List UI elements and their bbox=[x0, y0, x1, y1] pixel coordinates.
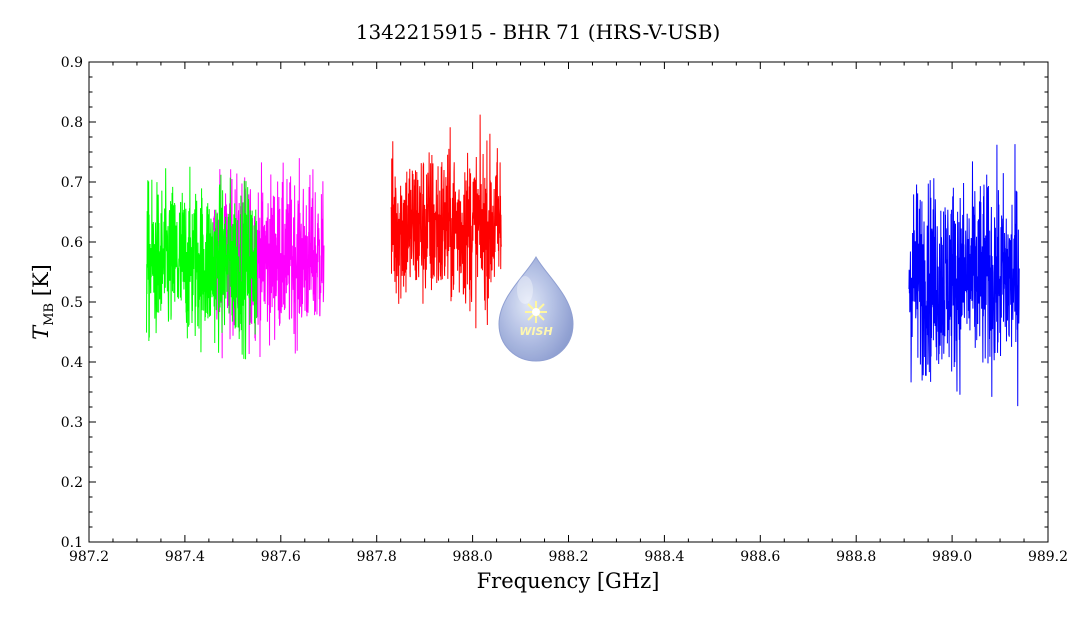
y-tick-label: 0.7 bbox=[61, 175, 83, 191]
x-tick-label: 988.2 bbox=[548, 549, 588, 565]
x-tick-label: 988.6 bbox=[740, 549, 780, 565]
axes: 987.2 987.4 987.6 987.8 988.0 988.2 988.4 988.6… bbox=[61, 55, 1068, 565]
spectrum-series-4 bbox=[908, 144, 1020, 407]
y-tick-label: 0.4 bbox=[61, 355, 83, 371]
x-tick-label: 987.4 bbox=[165, 549, 205, 565]
x-tick-label: 988.0 bbox=[453, 549, 493, 565]
chart-title: 1342215915 - BHR 71 (HRS-V-USB) bbox=[356, 20, 721, 44]
y-tick-label: 0.1 bbox=[61, 535, 83, 551]
x-tick-label: 989.2 bbox=[1028, 549, 1068, 565]
wish-logo-text: WISH bbox=[519, 325, 552, 338]
y-axis-title: TMB [K] bbox=[29, 264, 57, 340]
spectrum-series-2 bbox=[146, 166, 258, 360]
drop-highlight bbox=[517, 276, 533, 304]
x-tick-label: 988.8 bbox=[836, 549, 876, 565]
plot-area bbox=[146, 114, 1020, 407]
y-tick-label: 0.9 bbox=[61, 55, 83, 71]
spectrum-series-1 bbox=[213, 158, 325, 359]
x-tick-label: 988.4 bbox=[644, 549, 684, 565]
wish-logo: WISH bbox=[498, 255, 574, 362]
x-tick-label: 987.2 bbox=[69, 549, 109, 565]
y-tick-label: 0.3 bbox=[61, 415, 83, 431]
spectrum-series-3 bbox=[390, 114, 502, 329]
y-tick-label: 0.6 bbox=[61, 235, 83, 251]
x-tick-label: 987.6 bbox=[261, 549, 301, 565]
y-tick-label: 0.5 bbox=[61, 295, 83, 311]
y-tick-label: 0.8 bbox=[61, 115, 83, 131]
x-tick-label: 987.8 bbox=[357, 549, 397, 565]
y-tick-label: 0.2 bbox=[61, 475, 83, 491]
x-tick-label: 989.0 bbox=[932, 549, 972, 565]
x-axis-title: Frequency [GHz] bbox=[477, 569, 660, 593]
